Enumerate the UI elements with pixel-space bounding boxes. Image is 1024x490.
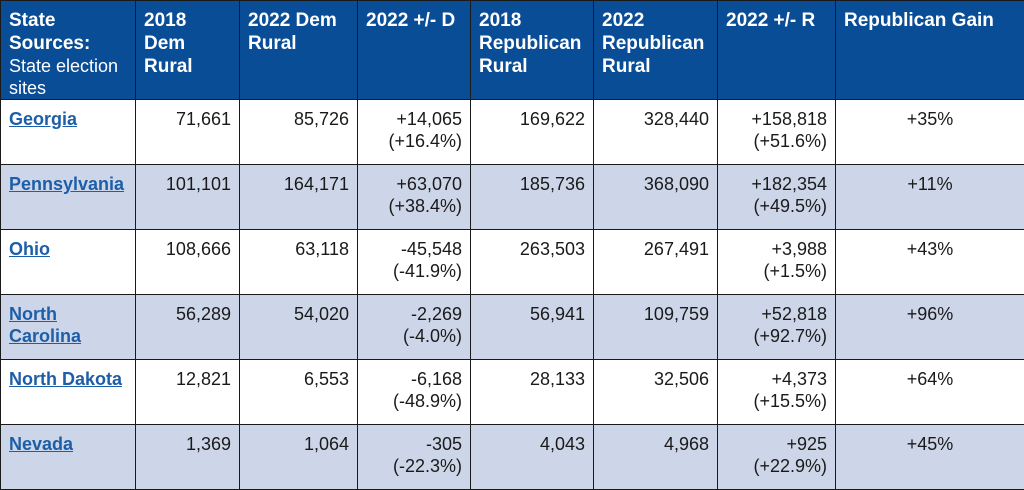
dem-2022-cell: 63,118 [240,230,358,295]
header-2022-change-r: 2022 +/- R [718,1,836,100]
table-row: North Carolina 56,289 54,020 -2,269(-4.0… [1,295,1024,360]
header-state-sources: State Sources: State election sites [1,1,136,100]
table-row: North Dakota 12,821 6,553 -6,168(-48.9%)… [1,360,1024,425]
dem-2022-cell: 164,171 [240,165,358,230]
header-2022-dem-rural: 2022 Dem Rural [240,1,358,100]
rep-change-value: +3,988 [726,238,827,260]
rep-2018-cell: 4,043 [471,425,594,490]
state-cell: Pennsylvania [1,165,136,230]
rep-change-cell: +158,818(+51.6%) [718,100,836,165]
dem-change-value: -2,269 [366,303,462,325]
dem-2022-cell: 54,020 [240,295,358,360]
rep-2022-cell: 267,491 [594,230,718,295]
state-cell: Georgia [1,100,136,165]
state-link-nevada[interactable]: Nevada [9,434,73,454]
rep-2018-cell: 28,133 [471,360,594,425]
header-2022-change-d: 2022 +/- D [358,1,471,100]
dem-change-value: -45,548 [366,238,462,260]
dem-change-cell: -305(-22.3%) [358,425,471,490]
rep-change-pct: (+22.9%) [726,455,827,477]
header-2018-rep-rural: 2018 Republican Rural [471,1,594,100]
rep-change-cell: +52,818(+92.7%) [718,295,836,360]
header-2022-rep-rural: 2022 Republican Rural [594,1,718,100]
rep-gain-cell: +96% [836,295,1024,360]
state-link-north-dakota[interactable]: North Dakota [9,369,122,389]
rep-2018-cell: 169,622 [471,100,594,165]
dem-2018-cell: 56,289 [136,295,240,360]
state-link-north-carolina[interactable]: North Carolina [9,304,81,346]
dem-change-cell: -6,168(-48.9%) [358,360,471,425]
rep-gain-cell: +43% [836,230,1024,295]
state-link-pennsylvania[interactable]: Pennsylvania [9,174,124,194]
rep-change-value: +52,818 [726,303,827,325]
rep-gain-cell: +11% [836,165,1024,230]
state-cell: Nevada [1,425,136,490]
dem-2018-cell: 101,101 [136,165,240,230]
dem-change-cell: -2,269(-4.0%) [358,295,471,360]
rep-2018-cell: 56,941 [471,295,594,360]
table-row: Georgia 71,661 85,726 +14,065(+16.4%) 16… [1,100,1024,165]
rep-change-pct: (+51.6%) [726,130,827,152]
rep-2022-cell: 368,090 [594,165,718,230]
dem-change-value: +14,065 [366,108,462,130]
dem-2018-cell: 108,666 [136,230,240,295]
rep-change-pct: (+15.5%) [726,390,827,412]
dem-change-pct: (-4.0%) [366,325,462,347]
dem-change-pct: (-41.9%) [366,260,462,282]
rep-change-pct: (+49.5%) [726,195,827,217]
header-state-sources-title: State Sources: [9,10,90,54]
dem-2022-cell: 1,064 [240,425,358,490]
rep-2022-cell: 328,440 [594,100,718,165]
dem-2022-cell: 85,726 [240,100,358,165]
header-state-sources-subtitle: State election sites [9,55,127,99]
rep-change-value: +925 [726,433,827,455]
rep-change-cell: +925(+22.9%) [718,425,836,490]
rep-gain-cell: +35% [836,100,1024,165]
dem-2018-cell: 71,661 [136,100,240,165]
rep-change-pct: (+1.5%) [726,260,827,282]
table-row: Nevada 1,369 1,064 -305(-22.3%) 4,043 4,… [1,425,1024,490]
state-link-ohio[interactable]: Ohio [9,239,50,259]
rep-2022-cell: 4,968 [594,425,718,490]
header-row: State Sources: State election sites 2018… [1,1,1024,100]
dem-2022-cell: 6,553 [240,360,358,425]
dem-change-value: -6,168 [366,368,462,390]
table-row: Pennsylvania 101,101 164,171 +63,070(+38… [1,165,1024,230]
dem-change-pct: (+16.4%) [366,130,462,152]
rep-gain-cell: +45% [836,425,1024,490]
rep-change-cell: +182,354(+49.5%) [718,165,836,230]
header-2018-dem-rural: 2018 Dem Rural [136,1,240,100]
rep-change-value: +182,354 [726,173,827,195]
dem-change-value: +63,070 [366,173,462,195]
rep-change-cell: +4,373(+15.5%) [718,360,836,425]
dem-change-pct: (-22.3%) [366,455,462,477]
state-cell: Ohio [1,230,136,295]
dem-change-pct: (-48.9%) [366,390,462,412]
rep-change-pct: (+92.7%) [726,325,827,347]
rep-change-cell: +3,988(+1.5%) [718,230,836,295]
state-cell: North Dakota [1,360,136,425]
dem-change-cell: +63,070(+38.4%) [358,165,471,230]
rep-2022-cell: 32,506 [594,360,718,425]
rep-gain-cell: +64% [836,360,1024,425]
rep-change-value: +158,818 [726,108,827,130]
header-republican-gain: Republican Gain [836,1,1024,100]
rep-2018-cell: 263,503 [471,230,594,295]
state-cell: North Carolina [1,295,136,360]
rep-change-value: +4,373 [726,368,827,390]
rep-2022-cell: 109,759 [594,295,718,360]
dem-2018-cell: 12,821 [136,360,240,425]
dem-change-cell: +14,065(+16.4%) [358,100,471,165]
rep-2018-cell: 185,736 [471,165,594,230]
table-row: Ohio 108,666 63,118 -45,548(-41.9%) 263,… [1,230,1024,295]
dem-2018-cell: 1,369 [136,425,240,490]
dem-change-cell: -45,548(-41.9%) [358,230,471,295]
state-link-georgia[interactable]: Georgia [9,109,77,129]
dem-change-value: -305 [366,433,462,455]
dem-change-pct: (+38.4%) [366,195,462,217]
